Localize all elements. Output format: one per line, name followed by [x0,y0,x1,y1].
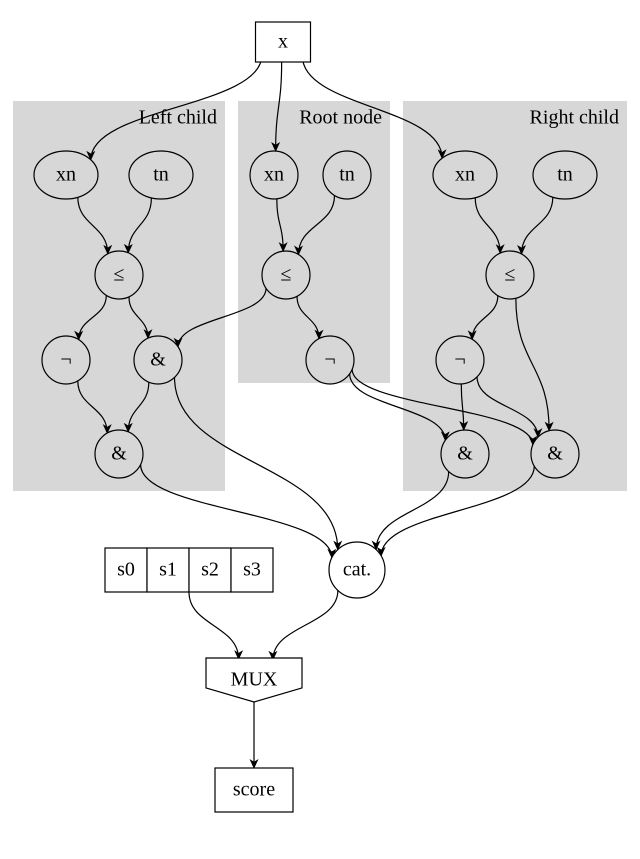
node-r_not-label: ¬ [324,349,335,371]
edge-record-mux [189,592,239,659]
node-x-label: x [278,31,288,53]
node-l_out-label: & [111,443,127,465]
node-score-label: score [233,779,275,801]
node-c_and2-label: & [547,443,563,465]
node-c_xn-label: xn [455,164,475,186]
node-cat-label: cat. [343,559,371,581]
node-c_le-label: ≤ [505,264,516,286]
node-c_not-label: ¬ [454,349,465,371]
edge-cat-mux [273,590,338,659]
node-r_tn-label: tn [339,164,355,186]
node-l_xn-label: xn [56,164,76,186]
record-cell-0-label: s0 [117,559,135,581]
record-cell-2-label: s2 [201,559,219,581]
group-root [238,101,390,383]
node-l_and-label: & [150,349,166,371]
record-cell-1-label: s1 [159,559,177,581]
group-right-title: Right child [530,107,619,129]
node-l_not-label: ¬ [60,349,71,371]
node-r_le-label: ≤ [281,264,292,286]
node-c_and1-label: & [457,443,473,465]
node-l_tn-label: tn [153,164,169,186]
record-cell-3-label: s3 [243,559,261,581]
group-left-title: Left child [139,107,217,129]
group-root-title: Root node [299,107,382,129]
node-l_le-label: ≤ [114,264,125,286]
diagram-canvas: Left child Root node Right child x xn tn ≤ ¬ & &… [0,0,640,859]
node-r_xn-label: xn [264,164,284,186]
node-mux-label: MUX [231,669,278,691]
node-c_tn-label: tn [557,164,573,186]
